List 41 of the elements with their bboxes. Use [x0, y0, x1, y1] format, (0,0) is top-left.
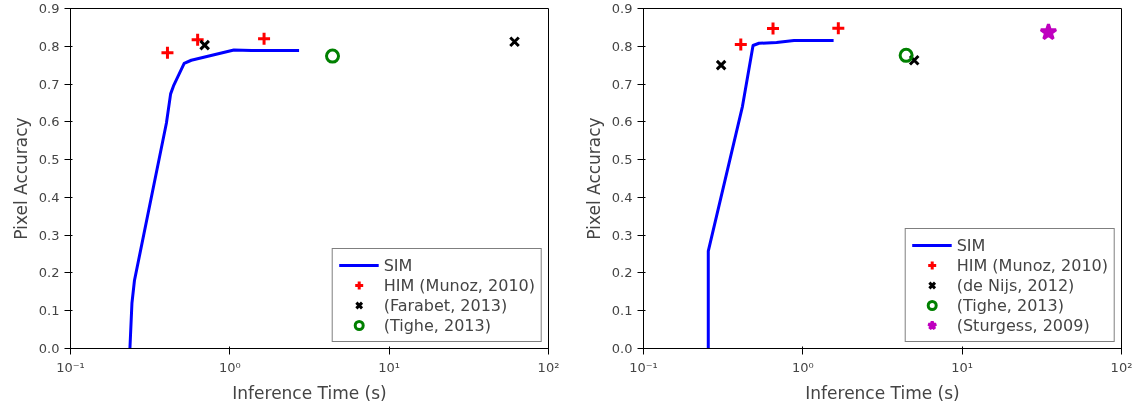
legend-label: (Farabet, 2013)	[383, 295, 508, 315]
legend-label: HIM (Munoz, 2010)	[383, 275, 535, 295]
legend-label: (Sturgess, 2009)	[956, 315, 1090, 335]
y-tick-label: 0.3	[611, 227, 633, 243]
x-axis-title: Inference Time (s)	[232, 382, 387, 403]
y-tick-label: 0.0	[611, 341, 633, 356]
y-tick-label: 0.1	[611, 303, 633, 319]
x-axis-title: Inference Time (s)	[805, 382, 960, 403]
y-axis-title: Pixel Accuracy	[10, 117, 31, 240]
legend-label: (de Nijs, 2012)	[956, 275, 1075, 295]
x-tick-label: 10²	[537, 359, 560, 375]
y-tick-label: 0.9	[611, 1, 633, 16]
y-tick-label: 0.9	[38, 1, 60, 16]
y-tick-label: 0.1	[38, 303, 60, 319]
x-tick-label: 10⁰	[791, 359, 814, 375]
y-tick-label: 0.4	[38, 189, 60, 205]
y-tick-label: 0.8	[38, 38, 60, 54]
x-tick-label: 10¹	[951, 359, 974, 375]
x-tick-label: 10⁻¹	[56, 359, 85, 375]
y-tick-label: 0.6	[611, 114, 633, 130]
y-tick-label: 0.7	[38, 76, 60, 92]
y-tick-label: 0.3	[38, 227, 60, 243]
x-tick-label: 10²	[1110, 359, 1133, 375]
y-tick-label: 0.4	[611, 189, 633, 205]
y-axis-title: Pixel Accuracy	[583, 117, 604, 240]
legend-label: SIM	[956, 235, 986, 255]
y-tick-label: 0.5	[611, 152, 633, 168]
y-tick-label: 0.7	[611, 76, 633, 92]
y-tick-label: 0.2	[611, 265, 633, 281]
x-tick-label: 10⁰	[218, 359, 241, 375]
y-tick-label: 0.6	[38, 114, 60, 130]
y-tick-label: 0.0	[38, 341, 60, 356]
x-tick-label: 10⁻¹	[629, 359, 658, 375]
legend-label: (Tighe, 2013)	[956, 295, 1064, 315]
legend-label: (Tighe, 2013)	[383, 315, 491, 335]
y-tick-label: 0.2	[38, 265, 60, 281]
legend-label: HIM (Munoz, 2010)	[956, 255, 1108, 275]
legend-label: SIM	[383, 255, 413, 275]
y-tick-label: 0.5	[38, 152, 60, 168]
x-tick-label: 10¹	[378, 359, 401, 375]
y-tick-label: 0.8	[611, 38, 633, 54]
